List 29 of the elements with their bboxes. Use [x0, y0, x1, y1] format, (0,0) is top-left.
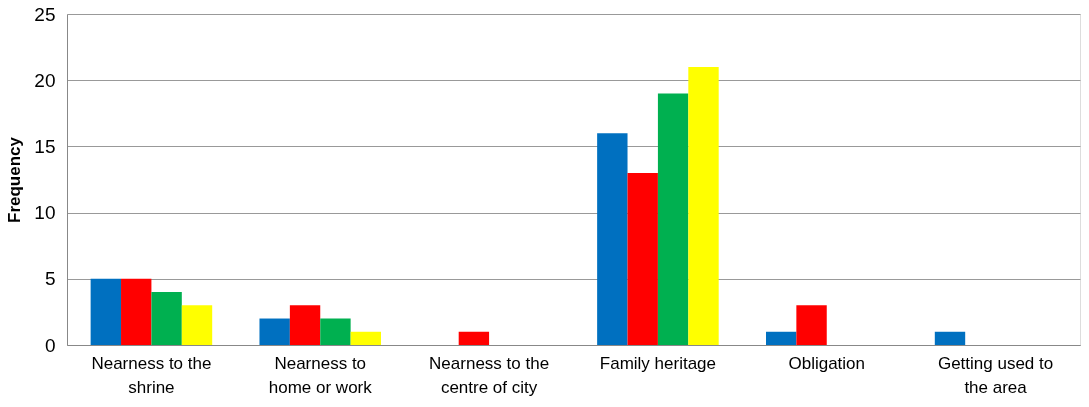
x-tick-label: Nearness to the centre of city: [429, 353, 550, 397]
x-tick-label: Family heritage: [599, 353, 717, 373]
y-tick-label: 20: [34, 69, 56, 91]
bar: [259, 318, 290, 345]
x-tick-label: Nearness to the shrine: [91, 353, 212, 397]
bar: [90, 278, 122, 345]
bar: [597, 133, 628, 345]
y-axis-title: Frequency: [5, 136, 25, 223]
y-tick-label: 25: [34, 3, 56, 25]
bar: [121, 278, 152, 345]
bar: [350, 331, 382, 345]
x-tick-label: Nearness to home or work: [268, 353, 373, 397]
bar: [796, 305, 827, 345]
bar: [765, 331, 797, 345]
bar: [458, 331, 490, 345]
x-tick-label: Obligation: [788, 353, 866, 373]
bar: [627, 172, 658, 345]
y-tick-label: 5: [44, 268, 56, 290]
bar: [688, 66, 719, 345]
bar: [151, 292, 182, 345]
bar: [934, 331, 966, 345]
y-tick-label: 0: [44, 334, 56, 356]
y-tick-label: 15: [34, 135, 56, 157]
bar: [657, 93, 689, 345]
bar: [320, 318, 351, 345]
y-tick-label: 10: [34, 202, 56, 224]
x-tick-label: Getting used to the area: [937, 353, 1054, 397]
bar: [289, 305, 321, 345]
bar: [181, 305, 213, 345]
